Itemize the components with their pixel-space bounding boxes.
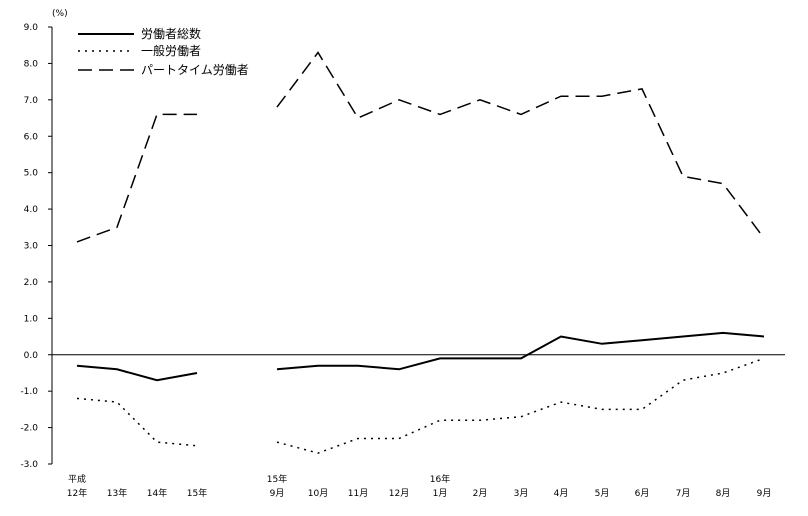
y-tick-label: 0.0 — [24, 351, 39, 361]
y-tick-label: 6.0 — [24, 132, 39, 142]
series-line-2-segment-2 — [276, 357, 765, 454]
y-tick-label: 8.0 — [24, 59, 39, 69]
x-tick-label: 12月 — [389, 488, 409, 499]
x-era-label: 平成 — [68, 473, 86, 485]
x-tick-label: 10月 — [308, 488, 328, 499]
y-tick-label: 3.0 — [24, 242, 39, 252]
x-tick-label: 3月 — [514, 488, 529, 499]
x-axis-ticks: 12年 13年 14年 15年 9月 10月 11月 12月 1月 2月 3月 4月 5月 6月 7月 8月 9… — [67, 473, 772, 499]
x-era-label: 16年 — [430, 473, 450, 485]
x-tick-label: 5月 — [595, 488, 610, 499]
y-axis-ticks: 9.0 8.0 7.0 6.0 5.0 4.0 3.0 2.0 1.0 0.0 -1.0 -2.0 -3… — [20, 23, 52, 470]
series-line-2-segment-1 — [76, 397, 198, 447]
x-tick-label: 11月 — [348, 488, 368, 499]
x-tick-label: 15年 — [187, 487, 207, 499]
x-tick-label: 7月 — [676, 488, 691, 499]
x-tick-label: 9月 — [270, 488, 285, 499]
y-tick-label: 2.0 — [24, 278, 39, 288]
y-tick-label: 7.0 — [24, 96, 39, 106]
y-tick-label: 1.0 — [24, 314, 39, 324]
series-line-3-segment-1 — [76, 113, 197, 243]
legend-label-3: パートタイム労働者 — [141, 63, 249, 77]
legend-label-1: 労働者総数 — [141, 26, 201, 41]
y-tick-label: 4.0 — [24, 205, 39, 215]
x-tick-label: 6月 — [635, 488, 650, 499]
x-tick-label: 9月 — [757, 488, 772, 499]
x-tick-label: 4月 — [554, 488, 569, 499]
y-tick-label: 5.0 — [24, 169, 39, 179]
legend-label-2: 一般労働者 — [141, 43, 201, 58]
y-tick-label: -2.0 — [20, 424, 38, 434]
x-tick-label: 13年 — [107, 487, 127, 499]
series-lines — [76, 51, 765, 454]
series-line-1-segment-2 — [276, 331, 765, 371]
x-tick-label: 14年 — [147, 487, 167, 499]
series-line-3-segment-2 — [276, 51, 765, 239]
y-axis-unit-label: (%) — [52, 9, 68, 19]
x-tick-label: 2月 — [473, 488, 488, 499]
x-tick-label: 1月 — [433, 488, 448, 499]
y-tick-label: -1.0 — [20, 387, 38, 397]
axes — [51, 27, 785, 464]
y-tick-label: 9.0 — [24, 23, 39, 33]
x-era-label: 15年 — [267, 473, 287, 485]
x-tick-label: 8月 — [716, 488, 731, 499]
y-tick-label: -3.0 — [20, 460, 38, 470]
series-line-1-segment-1 — [76, 364, 198, 382]
x-tick-label: 12年 — [67, 487, 87, 499]
